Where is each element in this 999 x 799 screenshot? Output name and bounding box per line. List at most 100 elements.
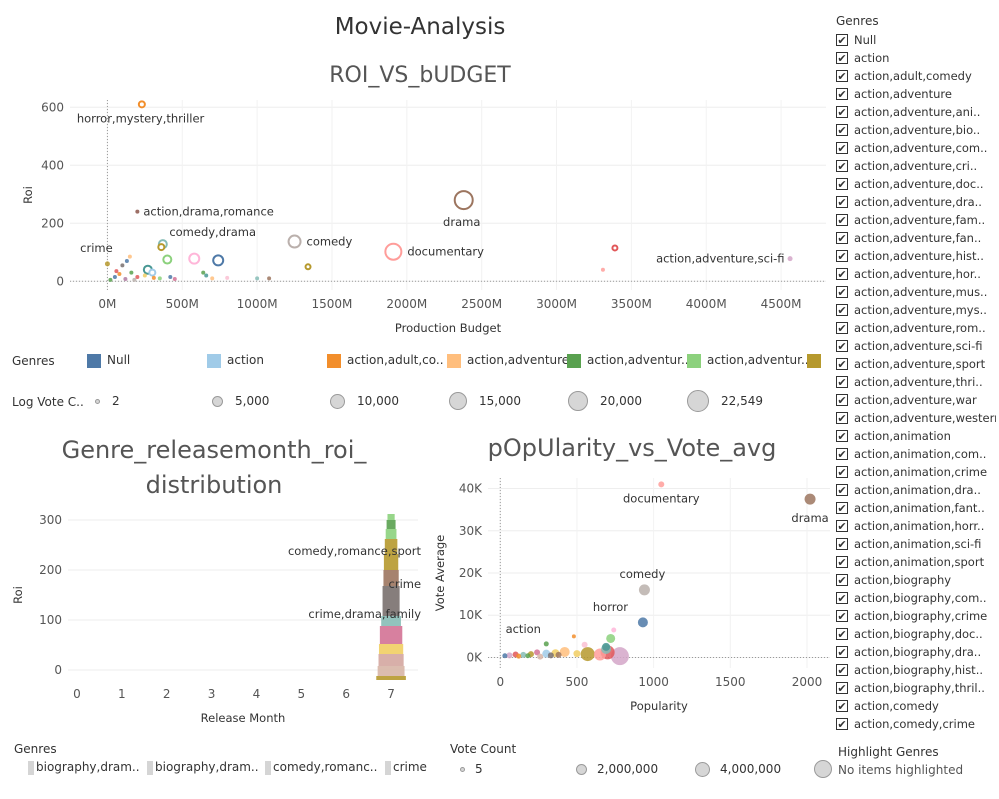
genre-filter-item[interactable]: ✔ action,animation,sci-fi	[836, 535, 996, 553]
checkbox-checked-icon[interactable]: ✔	[836, 267, 848, 281]
genre-filter-item[interactable]: ✔ action,adventure,doc..	[836, 175, 996, 193]
checkbox-checked-icon[interactable]: ✔	[836, 609, 848, 623]
checkbox-checked-icon[interactable]: ✔	[836, 411, 848, 425]
checkbox-checked-icon[interactable]: ✔	[836, 699, 848, 713]
genre-filter-item[interactable]: ✔ action,adult,comedy	[836, 67, 996, 85]
checkbox-checked-icon[interactable]: ✔	[836, 357, 848, 371]
genre-filter-item[interactable]: ✔ Null	[836, 31, 996, 49]
scatter-point	[212, 254, 225, 267]
genre-filter-item[interactable]: ✔ action,animation,crime	[836, 463, 996, 481]
highlight-genres-input[interactable]: No items highlighted	[838, 763, 964, 777]
genre-filter-item[interactable]: ✔ action,adventure,fam..	[836, 211, 996, 229]
checkbox-checked-icon[interactable]: ✔	[836, 645, 848, 659]
genre-legend-item[interactable]: biography,dram..	[28, 760, 140, 775]
genre-filter-item[interactable]: ✔ action,biography,doc..	[836, 625, 996, 643]
genre-filter-item[interactable]: ✔ action,adventure,sport	[836, 355, 996, 373]
genre-filter-item[interactable]: ✔ action,adventure,western	[836, 409, 996, 427]
genre-filter-item[interactable]: ✔ action,adventure,thri..	[836, 373, 996, 391]
genre-filter-item[interactable]: ✔ action,adventure,fan..	[836, 229, 996, 247]
genre-filter-item[interactable]: ✔ action,animation,fant..	[836, 499, 996, 517]
checkbox-checked-icon[interactable]: ✔	[836, 501, 848, 515]
genre-filter-item[interactable]: ✔ action,comedy	[836, 697, 996, 715]
checkbox-checked-icon[interactable]: ✔	[836, 249, 848, 263]
checkbox-checked-icon[interactable]: ✔	[836, 537, 848, 551]
genre-legend-item[interactable]: biography,dram..	[147, 760, 259, 775]
genre-filter-item[interactable]: ✔ action,animation,sport	[836, 553, 996, 571]
checkbox-checked-icon[interactable]: ✔	[836, 393, 848, 407]
genre-filter-item[interactable]: ✔ action,adventure,dra..	[836, 193, 996, 211]
checkbox-checked-icon[interactable]: ✔	[836, 591, 848, 605]
genre-filter-item[interactable]: ✔ action,adventure,rom..	[836, 319, 996, 337]
genre-month-roi-chart[interactable]: 0 100 200 300 0 1 2 3 4 5 6 7 Release Month Roi comedy…	[0, 502, 430, 727]
genre-legend-item[interactable]: comedy,romanc..	[265, 760, 377, 775]
checkbox-checked-icon[interactable]: ✔	[836, 177, 848, 191]
checkbox-checked-icon[interactable]: ✔	[836, 141, 848, 155]
genres-legend-title: Genres	[12, 354, 55, 368]
genre-filter-item[interactable]: ✔ action,adventure,hor..	[836, 265, 996, 283]
genre-legend-item[interactable]: Null	[87, 353, 130, 368]
genre-legend-item[interactable]: action,adventure	[447, 353, 569, 368]
genre-filter-item[interactable]: ✔ action,animation,dra..	[836, 481, 996, 499]
y-tick-label: 0	[54, 663, 62, 677]
checkbox-checked-icon[interactable]: ✔	[836, 123, 848, 137]
genre-filter-item[interactable]: ✔ action,adventure,com..	[836, 139, 996, 157]
genre-filter-item[interactable]: ✔ action,biography	[836, 571, 996, 589]
genre-filter-item[interactable]: ✔ action,biography,thril..	[836, 679, 996, 697]
checkbox-checked-icon[interactable]: ✔	[836, 213, 848, 227]
checkbox-checked-icon[interactable]: ✔	[836, 87, 848, 101]
genre-legend-item[interactable]: action,adventur..	[687, 353, 809, 368]
genre-filter-item[interactable]: ✔ action,biography,com..	[836, 589, 996, 607]
genre-filter-item[interactable]: ✔ action,biography,dra..	[836, 643, 996, 661]
scatter-point	[267, 276, 272, 281]
checkbox-checked-icon[interactable]: ✔	[836, 69, 848, 83]
genre-filter-item[interactable]: ✔ action,adventure,bio..	[836, 121, 996, 139]
genre-filter-item[interactable]: ✔ action,adventure,ani..	[836, 103, 996, 121]
checkbox-checked-icon[interactable]: ✔	[836, 447, 848, 461]
checkbox-checked-icon[interactable]: ✔	[836, 285, 848, 299]
genre-filter-item[interactable]: ✔ action,animation,com..	[836, 445, 996, 463]
highlight-genres-control[interactable]: Highlight Genres No items highlighted	[838, 745, 996, 777]
checkbox-checked-icon[interactable]: ✔	[836, 627, 848, 641]
checkbox-checked-icon[interactable]: ✔	[836, 105, 848, 119]
genre-legend-item[interactable]: a	[807, 353, 826, 368]
genre-filter-item[interactable]: ✔ action,adventure,hist..	[836, 247, 996, 265]
genre-filter-item[interactable]: ✔ action,animation,horr..	[836, 517, 996, 535]
checkbox-checked-icon[interactable]: ✔	[836, 555, 848, 569]
genre-filter-item[interactable]: ✔ action,adventure,war	[836, 391, 996, 409]
genre-filter-item[interactable]: ✔ action,adventure	[836, 85, 996, 103]
genre-filter-item[interactable]: ✔ action,comedy,crime	[836, 715, 996, 733]
roi-vs-budget-chart[interactable]: 0 200 400 600 0M 500M 1000M 1500M 2000M 2500M 3000…	[0, 95, 835, 340]
checkbox-checked-icon[interactable]: ✔	[836, 231, 848, 245]
genre-filter-item[interactable]: ✔ action,animation	[836, 427, 996, 445]
popularity-vote-chart[interactable]: 0K 10K 20K 30K 40K 0 500 1000 1500 2000 Popularity…	[430, 470, 835, 727]
checkbox-checked-icon[interactable]: ✔	[836, 663, 848, 677]
checkbox-checked-icon[interactable]: ✔	[836, 321, 848, 335]
genre-filter-item[interactable]: ✔ action	[836, 49, 996, 67]
x-tick-label: 3	[208, 687, 216, 701]
genre-filter-item[interactable]: ✔ action,biography,crime	[836, 607, 996, 625]
checkbox-checked-icon[interactable]: ✔	[836, 33, 848, 47]
genre-filter-item[interactable]: ✔ action,biography,hist..	[836, 661, 996, 679]
genre-legend-item[interactable]: action,adventur..	[567, 353, 689, 368]
genre-filter-item[interactable]: ✔ action,adventure,mys..	[836, 301, 996, 319]
genre-legend-item[interactable]: crime	[385, 760, 427, 775]
genre-filter-item[interactable]: ✔ action,adventure,sci-fi	[836, 337, 996, 355]
genre-filter-item[interactable]: ✔ action,adventure,mus..	[836, 283, 996, 301]
genre-legend-item[interactable]: action,adult,co..	[327, 353, 444, 368]
checkbox-checked-icon[interactable]: ✔	[836, 483, 848, 497]
genre-legend-item[interactable]: action	[207, 353, 264, 368]
scatter-point	[547, 652, 554, 659]
checkbox-checked-icon[interactable]: ✔	[836, 429, 848, 443]
checkbox-checked-icon[interactable]: ✔	[836, 681, 848, 695]
checkbox-checked-icon[interactable]: ✔	[836, 195, 848, 209]
checkbox-checked-icon[interactable]: ✔	[836, 51, 848, 65]
checkbox-checked-icon[interactable]: ✔	[836, 303, 848, 317]
checkbox-checked-icon[interactable]: ✔	[836, 717, 848, 731]
checkbox-checked-icon[interactable]: ✔	[836, 465, 848, 479]
checkbox-checked-icon[interactable]: ✔	[836, 339, 848, 353]
checkbox-checked-icon[interactable]: ✔	[836, 519, 848, 533]
checkbox-checked-icon[interactable]: ✔	[836, 573, 848, 587]
checkbox-checked-icon[interactable]: ✔	[836, 375, 848, 389]
genre-filter-item[interactable]: ✔ action,adventure,cri..	[836, 157, 996, 175]
checkbox-checked-icon[interactable]: ✔	[836, 159, 848, 173]
